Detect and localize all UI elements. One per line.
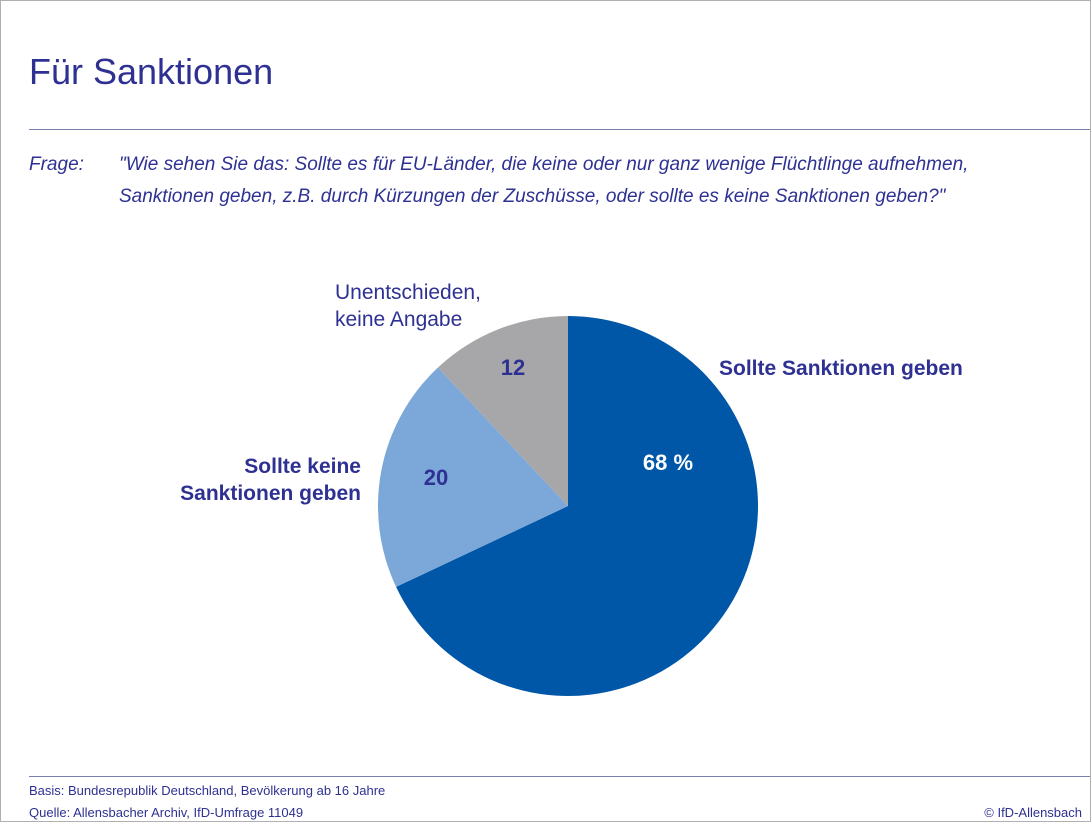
category-label: Sollte Sanktionen geben [719, 357, 963, 380]
question: Frage: "Wie sehen Sie das: Sollte es für… [29, 149, 1069, 213]
footer-rule [29, 776, 1090, 777]
value-label: 12 [501, 355, 525, 380]
pie-slice [396, 316, 759, 697]
title-rule [29, 129, 1090, 130]
chart-title: Für Sanktionen [29, 51, 274, 92]
question-text: "Wie sehen Sie das: Sollte es für EU-Län… [119, 154, 969, 207]
category-label: Sollte keine Sanktionen geben [180, 455, 361, 505]
pie-slice [378, 367, 568, 587]
value-label: 20 [424, 465, 448, 490]
pie-slice [437, 316, 568, 506]
copyright: © IfD-Allensbach [984, 805, 1082, 820]
source: Quelle: Allensbacher Archiv, IfD-Umfrage… [29, 805, 304, 820]
category-label: Unentschieden, keine Angabe [335, 281, 481, 331]
question-label: Frage: [29, 154, 84, 175]
basis: Basis: Bundesrepublik Deutschland, Bevöl… [29, 783, 386, 798]
value-label: 68 % [643, 450, 693, 475]
